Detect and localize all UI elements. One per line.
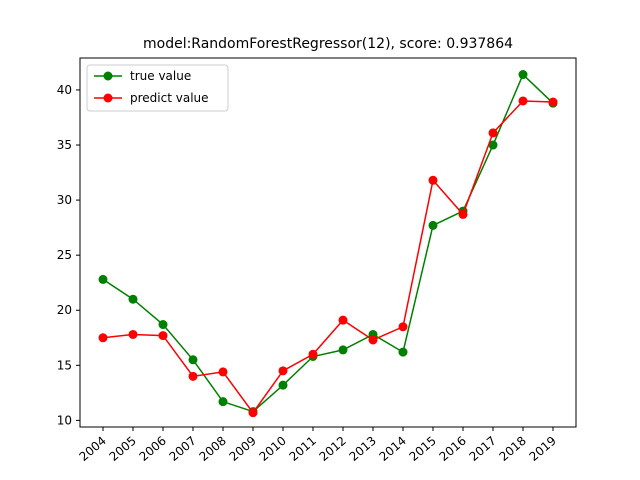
y-tick-label: 20: [57, 303, 72, 317]
data-point: [218, 367, 228, 377]
plot-frame: [79, 57, 577, 428]
legend-marker: [103, 71, 113, 81]
data-point: [98, 333, 108, 343]
data-point: [98, 274, 108, 284]
chart-title: model:RandomForestRegressor(12), score: …: [143, 36, 513, 52]
data-point: [518, 70, 528, 80]
y-tick-label: 30: [57, 193, 72, 207]
y-axis: 10 15 20 25 30 35 40: [57, 83, 80, 427]
data-point: [428, 220, 438, 230]
data-point: [218, 397, 228, 407]
data-point: [548, 97, 558, 107]
data-point: [278, 380, 288, 390]
data-point: [398, 322, 408, 332]
series-layer: [98, 70, 558, 418]
legend-marker: [103, 93, 113, 103]
legend-label: predict value: [130, 91, 209, 105]
data-point: [488, 140, 498, 150]
legend-entry: true value: [94, 69, 191, 83]
data-point: [188, 371, 198, 381]
data-point: [128, 329, 138, 339]
y-tick-label: 15: [57, 358, 72, 372]
data-point: [158, 331, 168, 341]
data-point: [158, 320, 168, 330]
data-point: [338, 345, 348, 355]
data-point: [518, 96, 528, 106]
y-tick-label: 35: [57, 138, 72, 152]
data-point: [488, 128, 498, 138]
series-line: [102, 100, 554, 414]
data-point: [428, 175, 438, 185]
series-line: [102, 73, 554, 413]
y-tick-label: 25: [57, 248, 72, 262]
legend: true value predict value: [86, 64, 229, 112]
series-2: [98, 96, 558, 418]
data-point: [368, 335, 378, 345]
data-point: [398, 347, 408, 357]
plot-area: [80, 58, 576, 427]
data-point: [248, 408, 258, 418]
data-point: [308, 349, 318, 359]
y-tick-label: 10: [57, 413, 72, 427]
legend-box: [86, 64, 229, 112]
legend-entry: predict value: [94, 91, 209, 105]
data-point: [278, 366, 288, 376]
data-point: [338, 315, 348, 325]
data-point: [128, 294, 138, 304]
data-point: [458, 209, 468, 219]
y-tick-label: 40: [57, 83, 72, 97]
legend-label: true value: [130, 69, 191, 83]
data-point: [188, 355, 198, 365]
